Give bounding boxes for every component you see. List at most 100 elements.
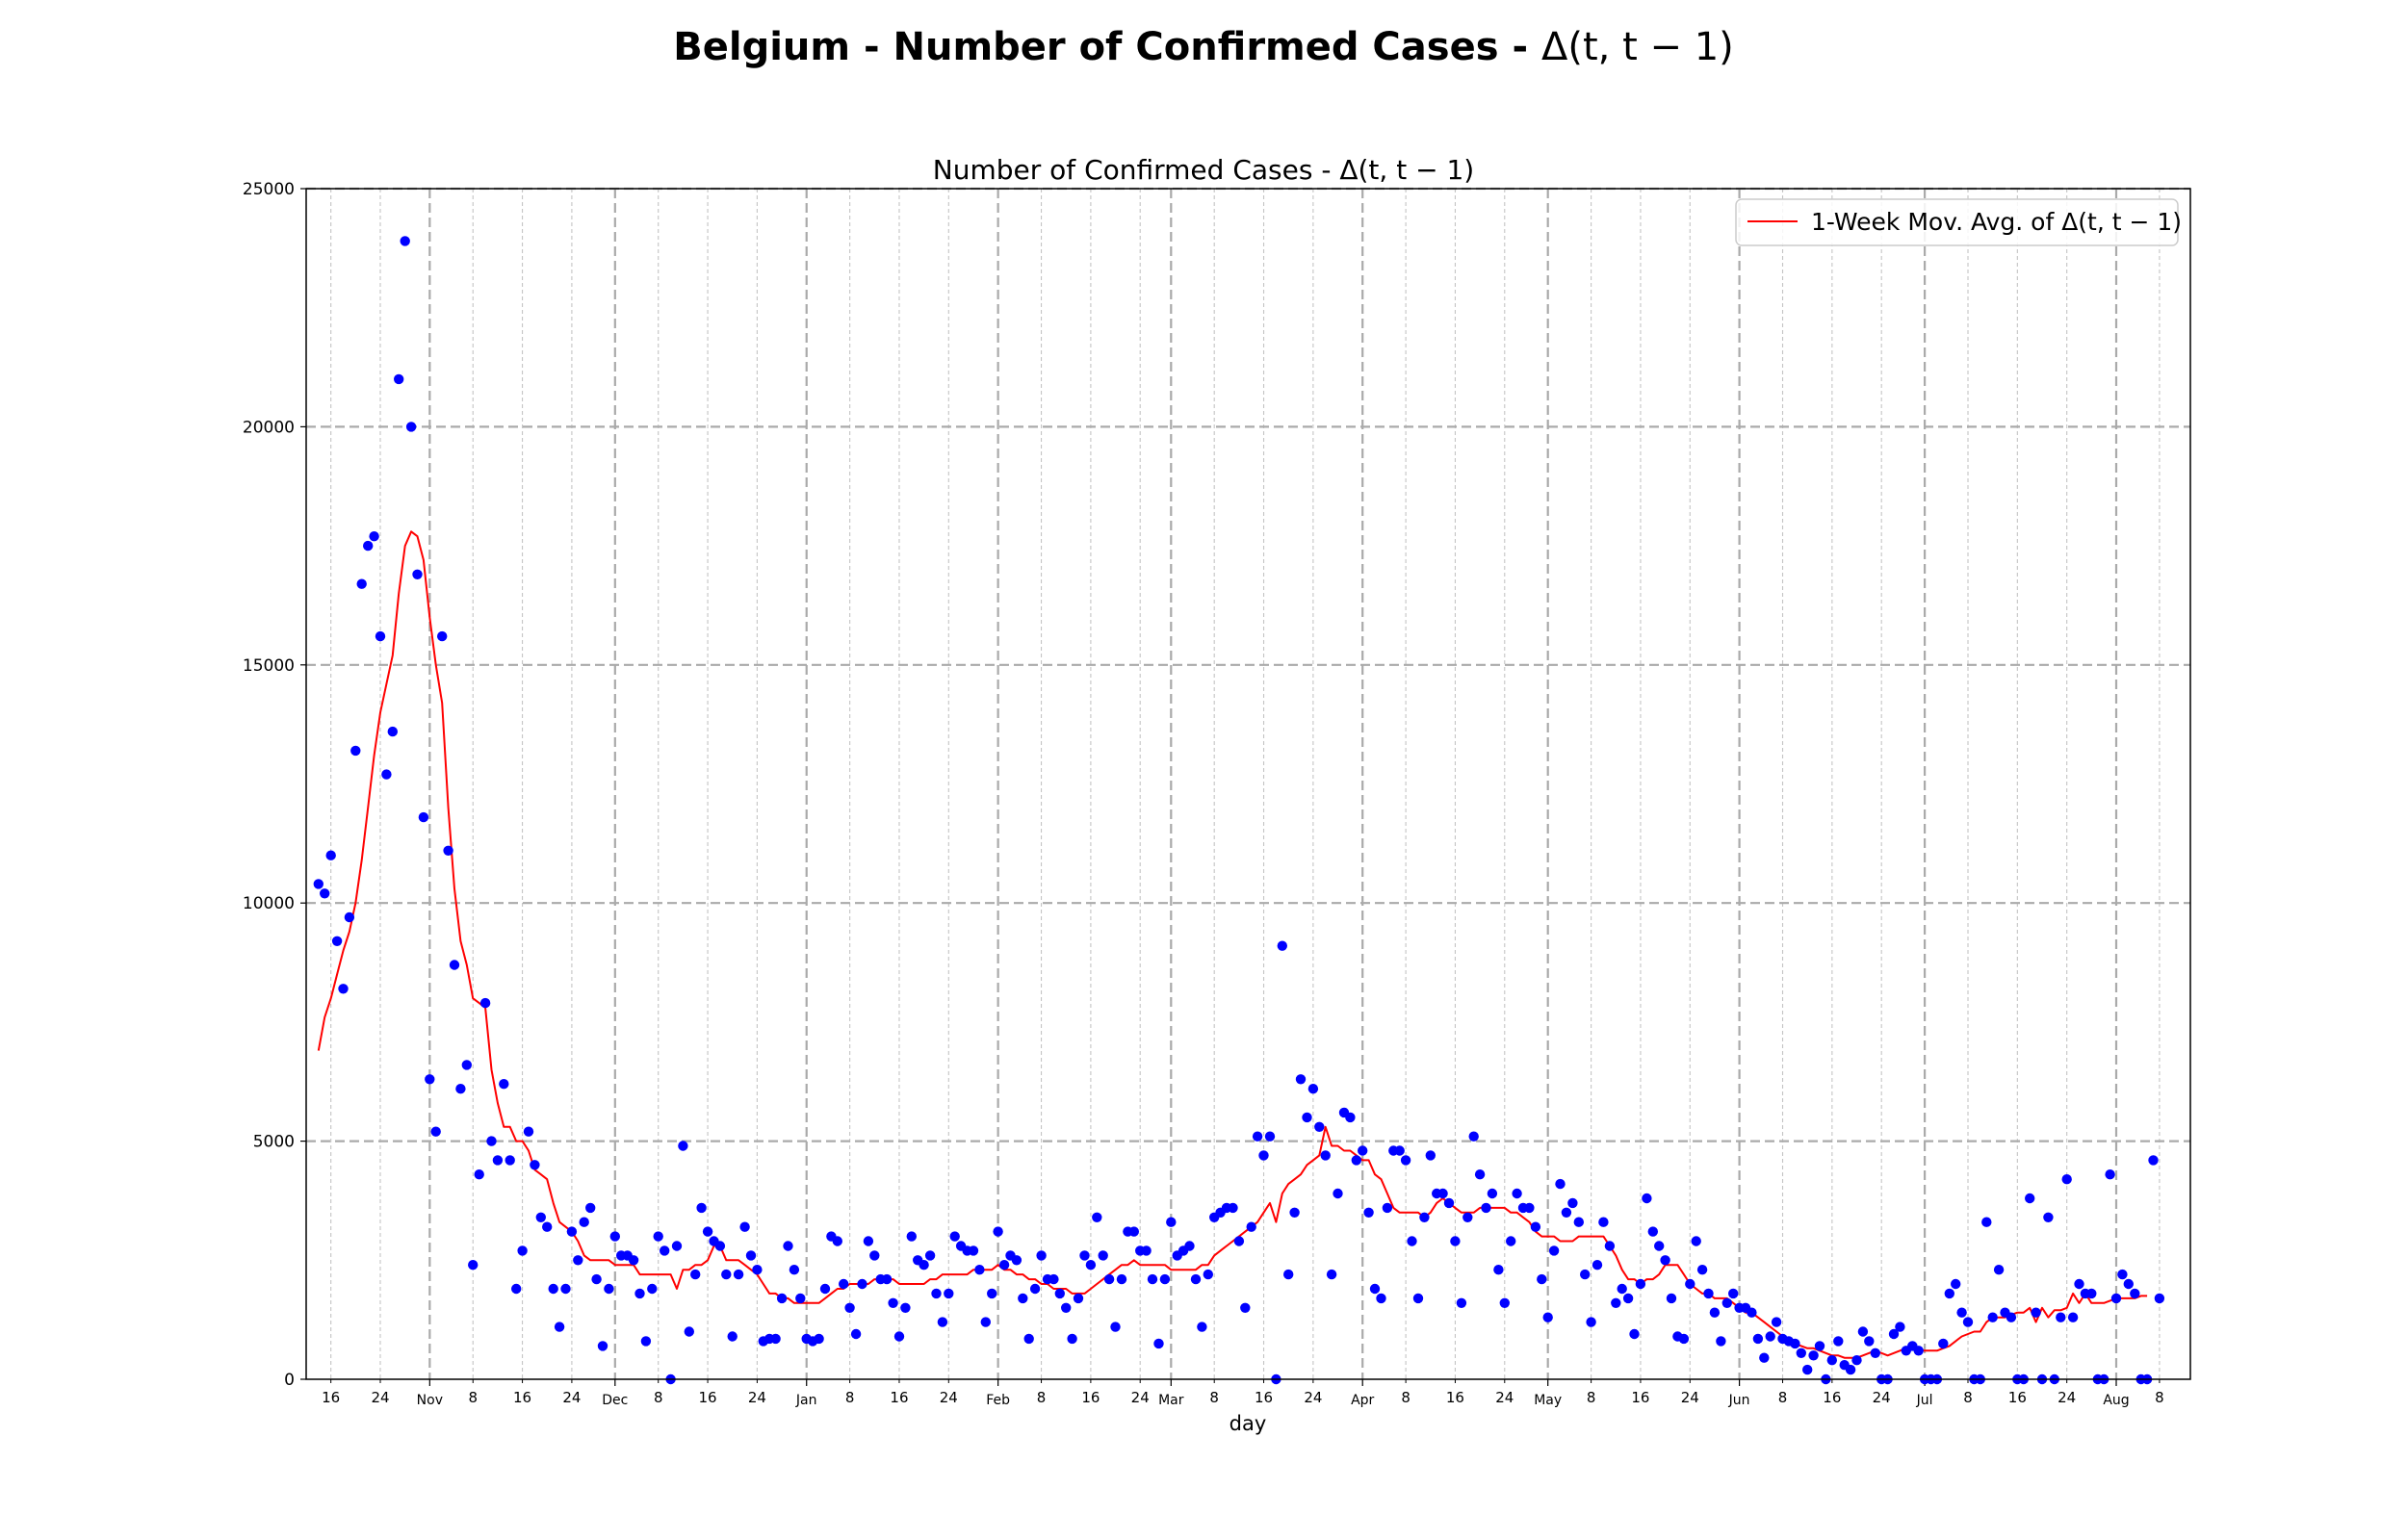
data-point: [1796, 1348, 1807, 1359]
data-point: [1468, 1131, 1479, 1142]
data-point: [968, 1245, 979, 1256]
data-point: [1622, 1293, 1634, 1304]
data-point: [1407, 1236, 1417, 1246]
legend-box: [1735, 198, 2179, 246]
x-major-tick-label: May: [1534, 1393, 1562, 1408]
data-point: [783, 1241, 793, 1251]
data-point: [1747, 1307, 1757, 1318]
data-point: [893, 1331, 905, 1342]
data-point: [1258, 1150, 1269, 1161]
data-point: [857, 1278, 867, 1290]
data-point: [814, 1333, 824, 1345]
data-point: [1067, 1333, 1077, 1345]
data-point: [1345, 1112, 1356, 1123]
data-point: [1647, 1226, 1659, 1237]
data-point: [863, 1236, 874, 1246]
data-point: [1721, 1297, 1733, 1309]
data-point: [745, 1250, 757, 1261]
data-point: [1061, 1302, 1072, 1314]
data-point: [1629, 1328, 1640, 1340]
data-point: [2067, 1312, 2079, 1322]
data-point: [375, 630, 386, 642]
data-point: [2148, 1155, 2159, 1166]
data-point: [2110, 1293, 2122, 1304]
data-point: [1561, 1207, 1572, 1219]
data-point: [1833, 1336, 1844, 1347]
x-minor-tick-label: 8: [2155, 1389, 2164, 1406]
data-point: [1870, 1348, 1881, 1359]
data-point: [1586, 1317, 1596, 1327]
data-point: [479, 997, 491, 1009]
x-major-tick-label: Jul: [1916, 1393, 1933, 1408]
data-point: [1246, 1221, 1256, 1232]
data-point: [1283, 1269, 1294, 1280]
data-point: [881, 1273, 893, 1285]
data-point: [1580, 1269, 1591, 1280]
moving-average-line: [317, 530, 2148, 1359]
data-point: [1654, 1241, 1665, 1251]
data-point: [844, 1302, 855, 1314]
data-point: [609, 1231, 620, 1242]
data-point: [2123, 1278, 2134, 1290]
data-point: [1635, 1278, 1646, 1290]
axis-tick-labels: 0 5000 10000 15000 20000 25000 16 24 8 16 24 8 16 24 8…: [243, 180, 2164, 1408]
data-point: [486, 1136, 497, 1146]
axes-title: Number of Confirmed Cases - Δ(t, t − 1): [933, 154, 1474, 186]
x-minor-tick-label: 16: [1631, 1389, 1649, 1406]
legend: 1-Week Mov. Avg. of Δ(t, t − 1): [1735, 198, 2182, 246]
data-point: [461, 1060, 472, 1070]
data-point: [1184, 1241, 1195, 1251]
data-point: [338, 984, 349, 994]
x-minor-tick-label: 16: [1823, 1389, 1841, 1406]
x-major-tick-label: Apr: [1351, 1393, 1374, 1408]
data-point: [1018, 1293, 1028, 1304]
data-point: [944, 1288, 954, 1299]
x-minor-tick-label: 16: [1081, 1389, 1100, 1406]
data-point: [1092, 1212, 1102, 1223]
data-point: [492, 1155, 504, 1166]
data-point: [752, 1265, 763, 1275]
figure-suptitle-bold: Belgium - Number of Confirmed Cases -: [673, 25, 1541, 69]
data-point: [1302, 1112, 1312, 1123]
data-point: [1116, 1273, 1127, 1285]
data-point: [1642, 1193, 1652, 1204]
data-point: [832, 1236, 842, 1246]
data-point: [974, 1265, 985, 1275]
data-point: [1752, 1333, 1764, 1345]
data-point: [2074, 1278, 2084, 1290]
data-point: [1962, 1317, 1974, 1327]
data-point: [405, 422, 417, 432]
x-minor-tick-label: 8: [1778, 1389, 1788, 1406]
scatter-points-group: [313, 236, 2165, 1385]
data-point: [2154, 1293, 2165, 1304]
data-point: [394, 373, 404, 385]
x-axis-label: day: [1229, 1412, 1267, 1435]
y-tick-label: 25000: [243, 180, 295, 199]
x-major-tick-label: Aug: [2103, 1393, 2129, 1408]
data-point: [1437, 1188, 1448, 1199]
data-point: [1987, 1312, 1998, 1322]
x-minor-tick-label: 8: [1037, 1389, 1047, 1406]
x-minor-tick-label: 24: [1131, 1389, 1150, 1406]
x-minor-tick-label: 24: [1873, 1389, 1891, 1406]
data-point: [566, 1226, 578, 1237]
data-point: [1696, 1265, 1708, 1275]
x-minor-tick-label: 16: [2008, 1389, 2027, 1406]
data-point: [1103, 1273, 1115, 1285]
data-point: [579, 1217, 589, 1227]
data-point: [1981, 1217, 1992, 1227]
data-point: [591, 1273, 602, 1285]
data-point: [2086, 1288, 2097, 1299]
data-point: [1895, 1322, 1905, 1332]
x-minor-tick-label: 24: [1681, 1389, 1699, 1406]
data-point: [1011, 1255, 1022, 1266]
x-minor-tick-label: 24: [562, 1389, 581, 1406]
data-point: [511, 1283, 522, 1295]
data-point: [468, 1260, 479, 1270]
data-point: [690, 1269, 701, 1280]
data-point: [900, 1302, 911, 1314]
data-point: [1808, 1350, 1819, 1361]
data-point: [2105, 1169, 2115, 1180]
data-point: [449, 960, 460, 970]
